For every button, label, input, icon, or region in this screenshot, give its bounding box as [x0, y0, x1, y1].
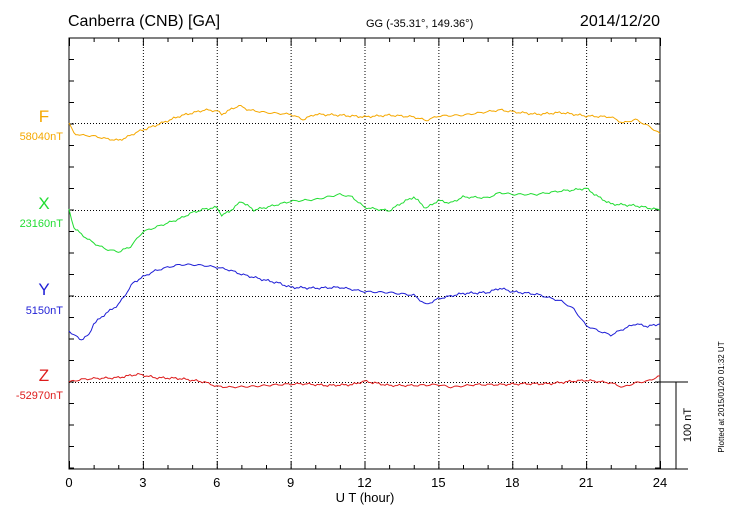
series-name-x: X — [38, 194, 49, 213]
grid-lines — [69, 38, 660, 469]
series-baseline-y: 5150nT — [26, 305, 64, 317]
x-tick-label: 12 — [357, 475, 371, 490]
x-tick-label: 6 — [213, 475, 220, 490]
x-tick-label: 21 — [579, 475, 593, 490]
x-tick-label: 24 — [653, 475, 667, 490]
series-line-y — [68, 263, 661, 341]
x-tick-label: 18 — [505, 475, 519, 490]
series-lines — [68, 105, 661, 389]
series-line-x — [68, 187, 661, 253]
x-tick-labels: 0 3 6 9 12 15 18 21 24 — [65, 475, 667, 490]
date-label: 2014/12/20 — [580, 13, 660, 30]
coordinates-label: GG (-35.31°, 149.36°) — [366, 18, 473, 30]
series-baseline-x: 23160nT — [20, 218, 64, 230]
x-axis-title: U T (hour) — [336, 490, 395, 505]
series-line-z — [68, 372, 661, 389]
series-baseline-f: 58040nT — [20, 131, 64, 143]
series-name-z: Z — [39, 366, 49, 385]
x-tick-label: 15 — [431, 475, 445, 490]
plotted-timestamp: Plotted at 2015/01/20 01:32 UT — [717, 341, 726, 452]
station-title: Canberra (CNB) [GA] — [68, 13, 220, 30]
series-name-f: F — [39, 107, 49, 126]
series-baseline-z: -52970nT — [16, 390, 63, 402]
x-tick-label: 3 — [139, 475, 146, 490]
series-line-f — [68, 105, 661, 141]
scale-bar-label: 100 nT — [682, 408, 694, 443]
x-tick-label: 9 — [287, 475, 294, 490]
series-labels: F 58040nT X 23160nT Y 5150nT Z -52970nT — [16, 107, 63, 402]
x-tick-label: 0 — [65, 475, 72, 490]
scale-bar: 100 nT — [660, 381, 694, 470]
axis-ticks — [69, 38, 661, 469]
series-name-y: Y — [38, 280, 49, 299]
